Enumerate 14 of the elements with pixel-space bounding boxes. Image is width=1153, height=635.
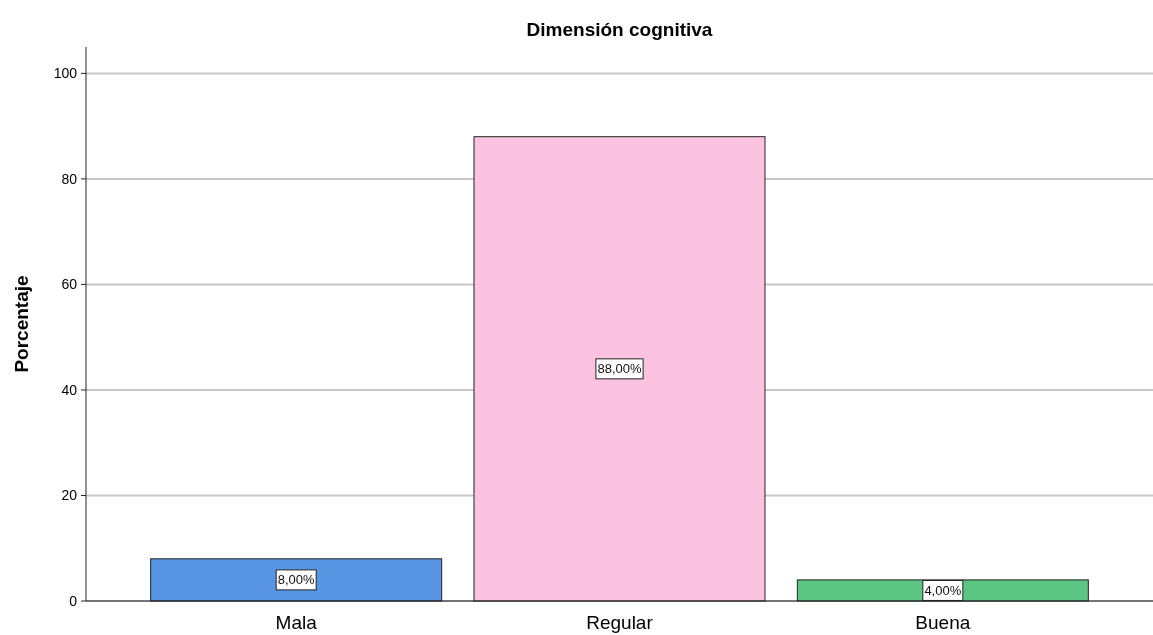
y-tick-label: 60 (61, 276, 78, 293)
y-tick-label: 40 (61, 381, 78, 398)
data-label: 4,00% (924, 582, 962, 598)
y-tick-label: 0 (69, 593, 78, 609)
y-tick-label: 100 (53, 65, 78, 82)
x-tick-label: Buena (915, 612, 971, 633)
x-tick-label: Regular (586, 612, 654, 633)
y-axis-title: Porcentaje (11, 275, 32, 373)
data-label: 8,00% (277, 572, 316, 588)
chart-title: Dimensión cognitiva (526, 19, 713, 40)
x-tick-label: Mala (275, 612, 318, 633)
y-tick-label: 20 (61, 487, 78, 504)
y-tick-label: 80 (61, 170, 78, 187)
data-label: 88,00% (597, 361, 642, 377)
